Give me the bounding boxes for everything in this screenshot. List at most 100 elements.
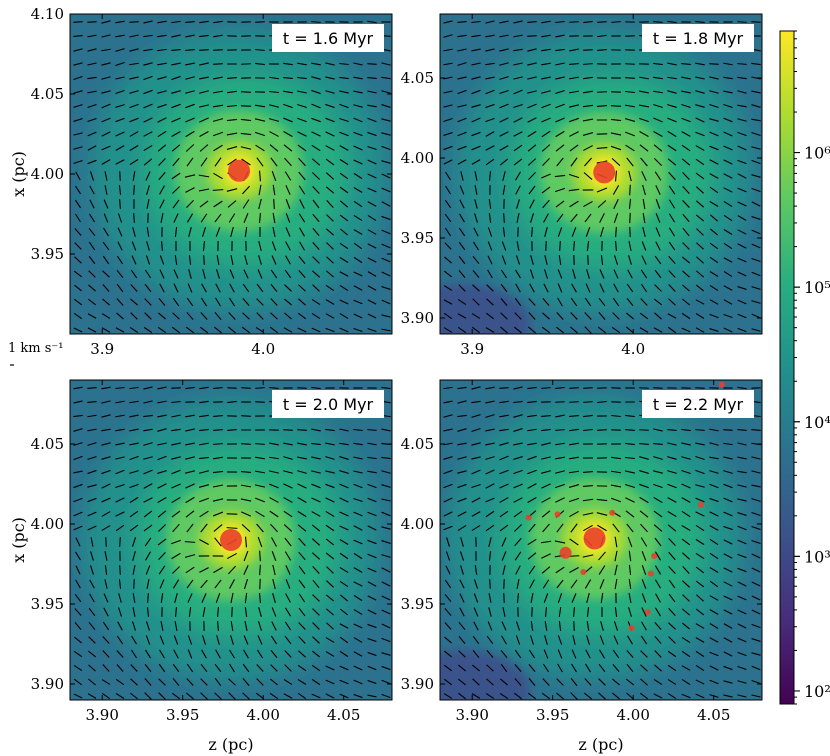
velocity-arrow: [541, 510, 551, 518]
velocity-arrow: [158, 298, 166, 306]
velocity-arrow: [381, 104, 391, 108]
velocity-arrow: [544, 269, 548, 279]
velocity-arrow: [185, 49, 195, 51]
velocity-arrow: [654, 621, 662, 631]
y-tick-label: 4.05: [31, 85, 64, 103]
velocity-arrow: [213, 386, 223, 390]
velocity-arrow: [667, 428, 677, 432]
velocity-arrow: [474, 171, 478, 181]
velocity-arrow: [585, 649, 591, 659]
velocity-arrow: [500, 312, 508, 320]
velocity-arrow: [488, 171, 492, 181]
velocity-arrow: [312, 199, 320, 209]
sink-particle: [697, 501, 704, 508]
velocity-arrow: [255, 62, 265, 66]
velocity-arrow: [751, 104, 761, 108]
velocity-arrow: [297, 456, 307, 460]
velocity-arrow: [696, 186, 704, 194]
velocity-arrow: [555, 103, 565, 109]
velocity-arrow: [214, 213, 222, 223]
velocity-arrow: [215, 593, 221, 603]
velocity-arrow: [458, 270, 466, 278]
velocity-arrow: [737, 442, 747, 446]
velocity-arrow: [555, 144, 565, 152]
velocity-arrow: [627, 536, 633, 548]
velocity-arrow: [628, 550, 632, 562]
velocity-arrow: [612, 678, 620, 686]
velocity-arrow: [443, 132, 453, 136]
velocity-arrow: [472, 664, 480, 672]
velocity-arrow: [269, 442, 279, 446]
velocity-arrow: [174, 593, 178, 603]
velocity-arrow: [157, 414, 167, 418]
velocity-arrow: [353, 665, 363, 671]
velocity-arrow: [485, 386, 495, 390]
velocity-arrow: [709, 256, 719, 264]
velocity-arrow: [556, 213, 564, 223]
velocity-arrow: [513, 497, 523, 503]
velocity-arrow: [367, 63, 377, 65]
velocity-arrow: [311, 650, 321, 658]
velocity-arrow: [557, 635, 563, 645]
velocity-arrow: [199, 131, 209, 137]
velocity-arrow: [174, 621, 178, 631]
velocity-arrow: [297, 144, 307, 152]
velocity-arrow: [115, 400, 125, 404]
velocity-arrow: [529, 269, 535, 279]
velocity-arrow: [212, 118, 224, 122]
velocity-arrow: [146, 607, 150, 617]
velocity-arrow: [585, 283, 591, 293]
velocity-arrow: [737, 173, 747, 179]
velocity-arrow: [655, 593, 661, 603]
velocity-arrow: [653, 144, 663, 152]
velocity-arrow: [381, 581, 391, 587]
velocity-arrow: [459, 593, 465, 603]
velocity-arrow: [737, 21, 747, 23]
velocity-arrow: [272, 593, 276, 603]
velocity-arrow: [457, 159, 467, 165]
velocity-arrow: [529, 199, 535, 209]
velocity-arrow: [115, 76, 125, 80]
velocity-arrow: [737, 470, 747, 474]
velocity-arrow: [583, 20, 593, 24]
velocity-arrow: [269, 470, 279, 474]
velocity-arrow: [598, 551, 606, 561]
velocity-arrow: [297, 470, 307, 474]
velocity-arrow: [737, 90, 747, 94]
velocity-arrow: [654, 664, 662, 672]
velocity-arrow: [501, 537, 507, 547]
velocity-arrow: [530, 255, 534, 265]
velocity-arrow: [89, 593, 95, 603]
velocity-arrow: [541, 456, 551, 460]
velocity-arrow: [171, 510, 181, 518]
velocity-arrow: [655, 199, 661, 209]
velocity-arrow: [339, 679, 349, 685]
velocity-arrow: [596, 498, 608, 502]
velocity-arrow: [73, 118, 83, 122]
velocity-arrow: [226, 188, 238, 192]
velocity-arrow: [213, 144, 223, 152]
velocity-arrow: [270, 298, 278, 306]
velocity-arrow: [625, 144, 635, 152]
velocity-arrow: [443, 48, 453, 52]
velocity-arrow: [527, 442, 537, 446]
velocity-arrow: [597, 524, 607, 532]
velocity-arrow: [499, 400, 509, 404]
velocity-arrow: [311, 497, 321, 503]
velocity-arrow: [87, 511, 97, 517]
velocity-arrow: [709, 552, 719, 560]
velocity-arrow: [272, 184, 276, 196]
velocity-arrow: [367, 159, 377, 165]
velocity-arrow: [500, 326, 508, 334]
velocity-arrow: [516, 593, 520, 603]
velocity-arrow: [569, 566, 579, 574]
velocity-arrow: [443, 650, 453, 658]
velocity-arrow: [325, 103, 335, 109]
velocity-arrow: [571, 649, 577, 659]
velocity-arrow: [243, 550, 249, 562]
velocity-arrow: [298, 298, 306, 306]
sink-particle: [609, 509, 616, 516]
velocity-arrow: [186, 157, 194, 167]
velocity-arrow: [241, 326, 251, 334]
velocity-arrow: [216, 606, 220, 618]
